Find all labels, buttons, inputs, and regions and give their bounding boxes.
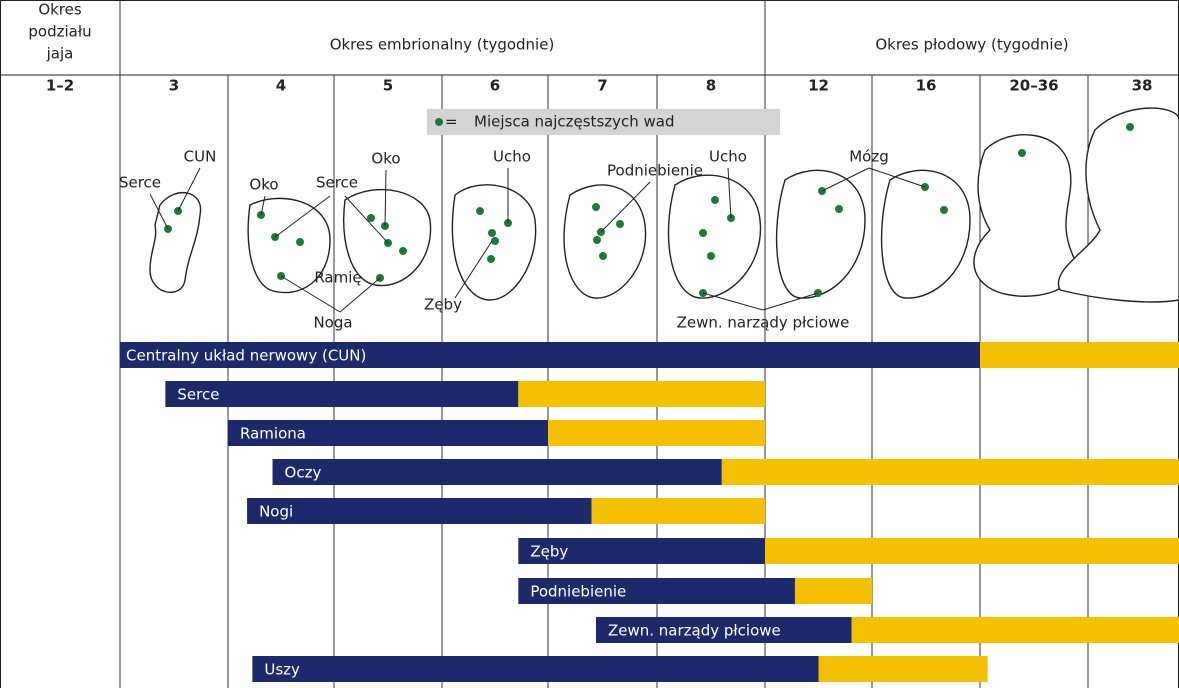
header-cell: jaja	[46, 45, 74, 63]
embryo	[563, 184, 647, 299]
week-label: 38	[1132, 77, 1153, 95]
bar-label: Podniebienie	[530, 583, 626, 601]
embryo	[667, 174, 762, 299]
embryo	[880, 169, 971, 299]
header-cell: podziału	[28, 23, 91, 41]
week-label: 3	[169, 77, 179, 95]
illustration-label: Zęby	[424, 296, 462, 314]
week-label: 20–36	[1009, 77, 1058, 95]
week-label: 7	[597, 77, 607, 95]
embryo	[149, 192, 202, 293]
illustration-label: Serce	[119, 174, 161, 192]
embryo-drawings	[149, 107, 1179, 313]
embryo	[1057, 107, 1179, 303]
embryo	[973, 134, 1076, 297]
bar-label: Uszy	[264, 661, 300, 679]
illustration-label: Ucho	[493, 148, 531, 166]
illustration-label: Zewn. narządy płciowe	[677, 314, 850, 332]
bar-label: Nogi	[259, 503, 293, 521]
illustration-label: Podniebienie	[607, 162, 703, 180]
bar-label: Serce	[177, 386, 219, 404]
bar-label: Oczy	[285, 464, 322, 482]
minor-period	[765, 538, 1179, 564]
bar-label: Ramiona	[240, 425, 306, 443]
illustration-label: Ramię	[314, 269, 361, 287]
critical-period	[518, 578, 795, 604]
week-label: 8	[706, 77, 716, 95]
illustration-label: Serce	[316, 174, 358, 192]
minor-period	[980, 342, 1179, 368]
embryo	[343, 188, 432, 287]
minor-period	[794, 578, 872, 604]
week-label: 6	[490, 77, 500, 95]
critical-period	[228, 420, 548, 446]
bar-label: Zęby	[530, 543, 568, 561]
legend-symbol: =	[445, 113, 458, 131]
legend-dot	[435, 118, 443, 126]
critical-period	[120, 342, 980, 368]
illustration-label: Oko	[371, 150, 400, 168]
minor-period	[518, 381, 765, 407]
critical-period	[518, 538, 765, 564]
period-header: Okres embrionalny (tygodnie)	[330, 36, 555, 54]
illustration-label: Oko	[249, 176, 278, 194]
minor-period	[851, 617, 1179, 643]
period-header: Okres płodowy (tygodnie)	[875, 36, 1068, 54]
bar-label: Centralny układ nerwowy (CUN)	[126, 347, 366, 365]
bar-label: Zewn. narządy płciowe	[608, 622, 781, 640]
minor-period	[721, 459, 1179, 485]
legend-label: Miejsca najczęstszych wad	[474, 113, 675, 131]
illustration-label: Ucho	[709, 148, 747, 166]
critical-period	[595, 617, 852, 643]
week-label: 4	[276, 77, 286, 95]
critical-period	[272, 459, 722, 485]
critical-period	[252, 656, 819, 682]
illustration-label: Mózg	[849, 148, 889, 166]
week-label: 5	[383, 77, 393, 95]
minor-period	[591, 498, 765, 524]
illustration-label: CUN	[184, 148, 217, 166]
week-label: 16	[916, 77, 937, 95]
header-cell: Okres	[38, 1, 82, 19]
embryo	[247, 197, 331, 294]
critical-period	[247, 498, 592, 524]
illustration-label: Noga	[313, 314, 352, 332]
embryo	[775, 169, 866, 299]
minor-period	[548, 420, 765, 446]
week-label: 12	[808, 77, 829, 95]
week-label: 1–2	[46, 77, 74, 95]
minor-period	[818, 656, 988, 682]
legend-box	[427, 109, 780, 135]
critical-period	[165, 381, 519, 407]
